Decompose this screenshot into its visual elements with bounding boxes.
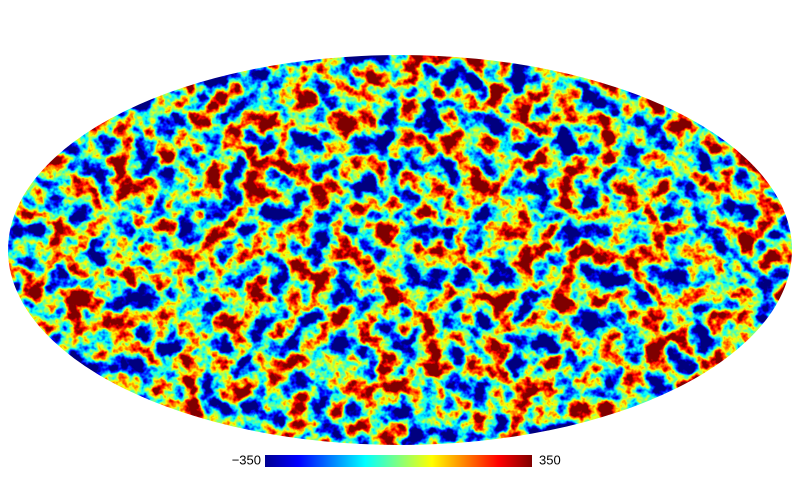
colorbar-max-label: 350 <box>539 452 561 467</box>
colorbar-min-label: −350 <box>232 452 261 467</box>
temperature-field <box>8 55 792 445</box>
colorbar <box>265 455 532 467</box>
sky-map <box>8 55 792 445</box>
